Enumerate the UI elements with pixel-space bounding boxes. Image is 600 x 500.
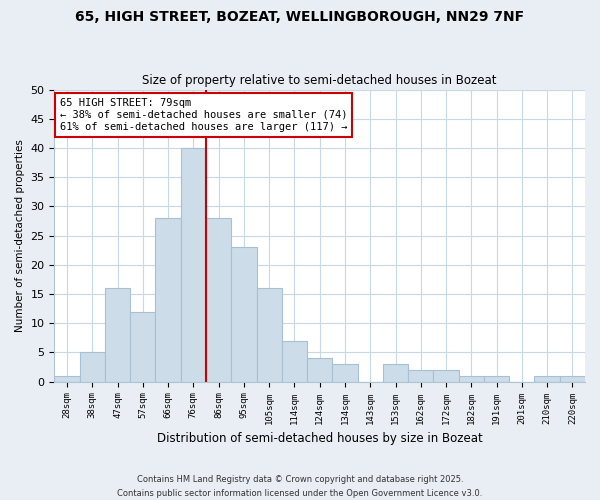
Bar [130,312,155,382]
Bar [535,376,560,382]
Text: 65, HIGH STREET, BOZEAT, WELLINGBOROUGH, NN29 7NF: 65, HIGH STREET, BOZEAT, WELLINGBOROUGH,… [76,10,524,24]
Bar [484,376,509,382]
Bar [55,376,80,382]
X-axis label: Distribution of semi-detached houses by size in Bozeat: Distribution of semi-detached houses by … [157,432,482,445]
Bar [307,358,332,382]
Bar [433,370,458,382]
Bar [80,352,105,382]
Text: 65 HIGH STREET: 79sqm
← 38% of semi-detached houses are smaller (74)
61% of semi: 65 HIGH STREET: 79sqm ← 38% of semi-deta… [60,98,347,132]
Bar [408,370,433,382]
Bar [105,288,130,382]
Bar [206,218,231,382]
Title: Size of property relative to semi-detached houses in Bozeat: Size of property relative to semi-detach… [142,74,497,87]
Bar [155,218,181,382]
Bar [282,341,307,382]
Bar [560,376,585,382]
Bar [257,288,282,382]
Bar [332,364,358,382]
Y-axis label: Number of semi-detached properties: Number of semi-detached properties [15,139,25,332]
Bar [231,248,257,382]
Text: Contains HM Land Registry data © Crown copyright and database right 2025.
Contai: Contains HM Land Registry data © Crown c… [118,476,482,498]
Bar [383,364,408,382]
Bar [181,148,206,382]
Bar [458,376,484,382]
